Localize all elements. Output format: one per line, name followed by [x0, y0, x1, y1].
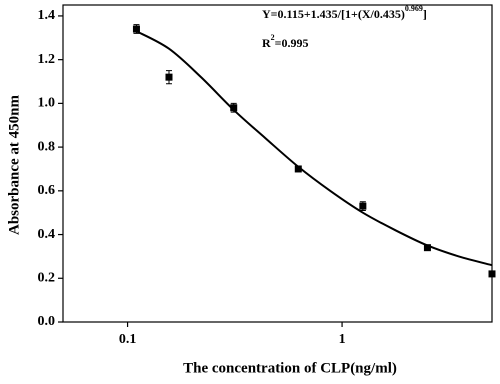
data-point	[359, 202, 367, 210]
equation-main: Y=0.115+1.435/[1+(X/0.435)	[262, 7, 405, 21]
data-point	[132, 25, 140, 33]
x-tick-label: 0.1	[119, 332, 137, 347]
y-tick-label: 0.2	[38, 270, 56, 285]
data-point	[294, 165, 302, 173]
y-tick-label: 0.4	[38, 227, 56, 242]
y-tick-label: 0.0	[38, 314, 56, 329]
x-tick-label: 1	[339, 332, 346, 347]
plot-frame	[62, 4, 493, 323]
fit-curve	[135, 30, 493, 267]
y-tick-label: 1.0	[38, 96, 56, 111]
y-tick-label: 1.4	[38, 8, 56, 23]
data-point	[230, 104, 238, 112]
data-point	[488, 270, 496, 278]
equation-close: ]	[423, 7, 427, 21]
y-axis-label: Absorbance at 450nm	[6, 95, 22, 236]
y-tick-label: 0.6	[38, 183, 56, 198]
y-tick-label: 1.2	[38, 52, 56, 67]
equation: Y=0.115+1.435/[1+(X/0.435)0.969]	[262, 4, 427, 21]
r-squared-rest: =0.995	[275, 36, 309, 50]
r-squared-exponent: 2	[271, 33, 275, 42]
y-tick-label: 0.8	[38, 139, 56, 154]
data-point	[165, 73, 173, 81]
x-axis-label: The concentration of CLP(ng/ml)	[183, 360, 397, 376]
r-squared: R2=0.995	[262, 33, 309, 50]
equation-exponent: 0.969	[405, 4, 423, 13]
data-point	[423, 244, 431, 252]
r-squared-main: R	[262, 36, 271, 50]
